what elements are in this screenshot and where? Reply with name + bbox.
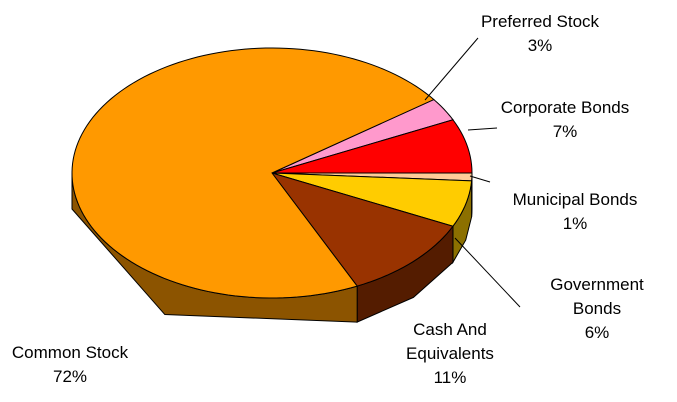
category-label: Government Bonds [550, 275, 644, 318]
slice [271, 98, 454, 174]
category-label: Cash And Equivalents [406, 320, 494, 363]
leader-line [424, 37, 479, 101]
value-label: 3% [527, 36, 553, 55]
value-label: 11% [433, 368, 467, 387]
slice-label: Government Bonds 6% [537, 273, 657, 345]
leader-line [467, 127, 498, 131]
slice-label: Preferred Stock 3% [465, 10, 615, 58]
slice-label: Municipal Bonds 1% [490, 188, 660, 236]
category-label: Common Stock [11, 343, 129, 362]
category-label: Municipal Bonds [512, 190, 638, 209]
leader-line [454, 237, 521, 308]
value-label: 72% [52, 367, 88, 386]
value-label: 6% [584, 323, 610, 342]
leader-line [469, 175, 491, 183]
slice [71, 47, 435, 299]
value-label: 7% [552, 122, 578, 141]
slice [271, 119, 473, 174]
slice-label: Common Stock 72% [0, 341, 145, 389]
slice [271, 172, 473, 227]
slice-label: Corporate Bonds 7% [485, 96, 645, 144]
category-label: Preferred Stock [480, 12, 600, 31]
slice-label: Cash And Equivalents 11% [390, 318, 510, 390]
value-label: 1% [562, 214, 588, 233]
slice [270, 172, 454, 287]
category-label: Corporate Bonds [500, 98, 630, 117]
